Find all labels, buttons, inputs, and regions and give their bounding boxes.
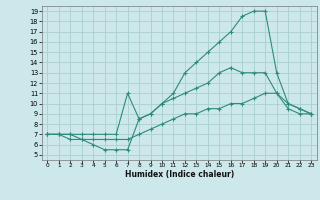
X-axis label: Humidex (Indice chaleur): Humidex (Indice chaleur) [124,170,234,179]
